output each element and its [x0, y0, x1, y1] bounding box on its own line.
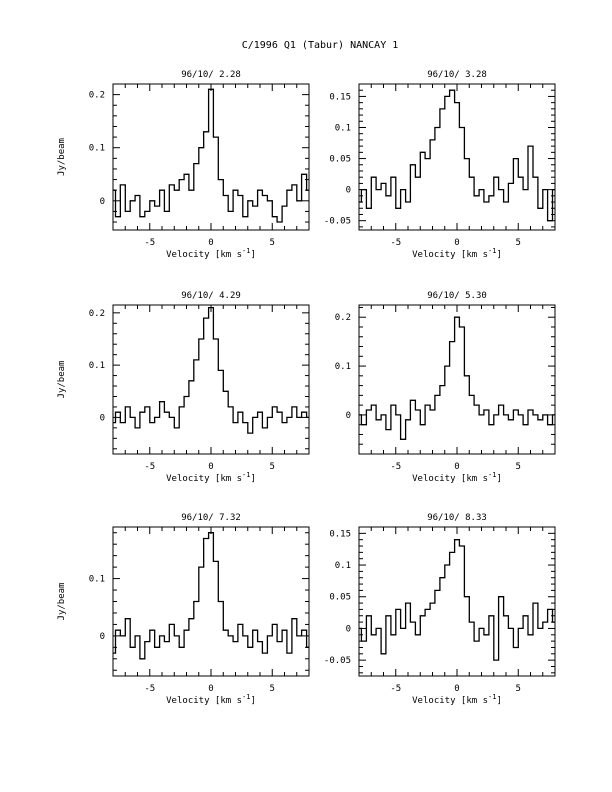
y-tick-label: -0.05 [324, 656, 351, 666]
y-axis-label: Jy/beam [57, 583, 67, 621]
y-tick-label: 0 [100, 632, 105, 642]
panel-title: 96/10/ 2.28 [181, 70, 241, 80]
panel-title: 96/10/ 8.33 [427, 513, 487, 523]
plot-frame [358, 526, 556, 677]
spectrum-line [113, 306, 309, 434]
panel-title: 96/10/ 5.30 [427, 291, 487, 301]
x-axis-label: Velocity [km s-1] [166, 247, 256, 260]
spectrum-panel: -5 0 5 0 0.1 0.2 96/10/ 5.30 Velocity [km s-1] [335, 291, 556, 484]
y-tick-label: 0.2 [89, 309, 105, 319]
x-axis-label: Velocity [km s-1] [412, 247, 502, 260]
x-tick-label: 0 [208, 684, 213, 694]
y-tick-label: 0.1 [89, 361, 105, 371]
y-tick-label: 0.2 [89, 91, 105, 101]
spectrum-panel: -5 0 5 -0.05 0 0.05 0.1 0.15 96/10/ 8.33 Velocity… [324, 513, 556, 706]
panel-title: 96/10/ 3.28 [427, 70, 487, 80]
spectrum-panel: -5 0 5 0 0.1 96/10/ 7.32 Velocity [km s-1] Jy/b… [57, 513, 310, 706]
x-tick-label: 5 [270, 462, 275, 472]
y-tick-label: -0.05 [324, 217, 351, 227]
x-axis-label: Velocity [km s-1] [412, 693, 502, 706]
x-tick-label: 5 [516, 462, 521, 472]
x-tick-label: 0 [208, 238, 213, 248]
y-tick-label: 0.1 [335, 123, 351, 133]
x-tick-label: -5 [390, 684, 401, 694]
x-tick-label: 0 [208, 462, 213, 472]
x-tick-label: -5 [390, 238, 401, 248]
spectrum-panel: -5 0 5 0 0.1 0.2 96/10/ 2.28 Velocity [km s-1] J… [57, 70, 310, 260]
y-tick-label: 0 [346, 411, 351, 421]
x-axis-label: Velocity [km s-1] [166, 693, 256, 706]
y-tick-label: 0.1 [89, 575, 105, 585]
y-tick-label: 0.15 [329, 529, 351, 539]
x-tick-label: 0 [454, 238, 459, 248]
y-tick-label: 0.2 [335, 313, 351, 323]
spectrum-line [359, 89, 555, 222]
x-tick-label: 0 [454, 684, 459, 694]
x-tick-label: 5 [516, 238, 521, 248]
plot-frame [358, 304, 556, 455]
spectrum-line [113, 88, 309, 223]
x-tick-label: -5 [390, 462, 401, 472]
spectrum-panel: -5 0 5 0 0.1 0.2 96/10/ 4.29 Velocity [km s-1] J… [57, 291, 310, 484]
plot-frame [112, 83, 310, 231]
x-tick-label: -5 [144, 238, 155, 248]
y-tick-label: 0.05 [329, 155, 351, 165]
plot-frame [112, 526, 310, 677]
panel-title: 96/10/ 7.32 [181, 513, 241, 523]
spectrum-line [359, 316, 555, 440]
y-tick-label: 0.15 [329, 92, 351, 102]
y-tick-label: 0.1 [89, 144, 105, 154]
spectrum-line [359, 539, 555, 661]
x-tick-label: 5 [516, 684, 521, 694]
y-tick-label: 0 [100, 413, 105, 423]
plot-frame [358, 83, 556, 231]
x-tick-label: -5 [144, 684, 155, 694]
y-tick-label: 0.1 [335, 362, 351, 372]
x-axis-label: Velocity [km s-1] [412, 471, 502, 484]
panel-title: 96/10/ 4.29 [181, 291, 241, 301]
y-tick-label: 0.05 [329, 593, 351, 603]
x-axis-label: Velocity [km s-1] [166, 471, 256, 484]
page-title: C/1996 Q1 (Tabur) NANCAY 1 [242, 40, 399, 51]
y-tick-label: 0.1 [335, 561, 351, 571]
y-tick-label: 0 [346, 186, 351, 196]
x-tick-label: -5 [144, 462, 155, 472]
x-tick-label: 5 [270, 238, 275, 248]
y-tick-label: 0 [346, 624, 351, 634]
plot-frame [112, 304, 310, 455]
x-tick-label: 5 [270, 684, 275, 694]
spectrum-panel: -5 0 5 -0.05 0 0.05 0.1 0.15 96/10/ 3.28 Velocity… [324, 70, 556, 260]
spectrum-line [113, 532, 309, 660]
y-tick-label: 0 [100, 197, 105, 207]
x-tick-label: 0 [454, 462, 459, 472]
y-axis-label: Jy/beam [57, 138, 67, 176]
y-axis-label: Jy/beam [57, 361, 67, 399]
